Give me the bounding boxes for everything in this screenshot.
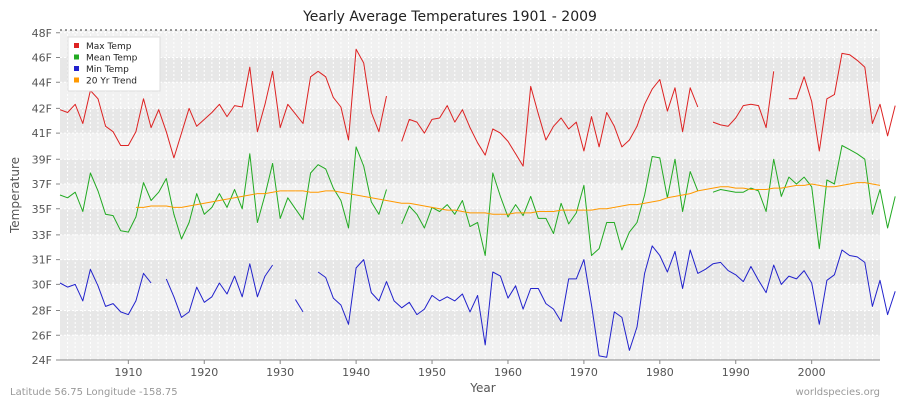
y-tick-label: 26F <box>32 329 52 342</box>
legend-box <box>67 36 161 92</box>
legend-swatch <box>74 77 79 83</box>
series-line <box>712 71 775 129</box>
x-axis-label: Year <box>469 381 495 395</box>
footer-location: Latitude 56.75 Longitude -158.75 <box>10 387 178 398</box>
x-tick-label: 1920 <box>190 366 218 379</box>
y-tick-label: 37F <box>32 178 52 191</box>
legend-swatch <box>74 43 79 48</box>
series-line <box>59 48 387 159</box>
x-tick-label: 1930 <box>266 366 294 379</box>
series-line <box>401 79 699 167</box>
grid-lines <box>60 30 880 361</box>
legend-label: Min Temp <box>86 65 129 75</box>
x-tick-label: 1980 <box>646 366 674 379</box>
legend-label: Max Temp <box>86 42 132 52</box>
y-tick-label: 33F <box>32 229 52 242</box>
legend-label: Mean Temp <box>86 54 138 64</box>
series-line <box>401 156 699 256</box>
series-min-temp <box>59 245 896 358</box>
series-max-temp <box>59 48 896 167</box>
legend-swatch <box>74 66 79 71</box>
x-tick-label: 2000 <box>798 366 826 379</box>
y-axis-label: Temperature <box>8 157 22 234</box>
footer-source: worldspecies.org <box>796 387 880 398</box>
x-tick-label: 1910 <box>114 366 142 379</box>
y-tick-label: 30F <box>32 278 52 291</box>
y-tick-label: 28F <box>32 305 52 318</box>
x-tick-label: 1970 <box>570 366 598 379</box>
series-line <box>59 268 152 316</box>
series-20-yr-trend <box>135 182 881 215</box>
x-tick-label: 1950 <box>418 366 446 379</box>
y-tick-label: 44F <box>32 76 52 89</box>
series-layer <box>59 48 896 358</box>
y-axis-ticks: 24F 26F 28F 30F 31F 33F 35F 37F 39F 41F 42F 44F 46F 4… <box>32 27 60 367</box>
y-tick-label: 35F <box>32 203 52 216</box>
plot-band <box>60 108 880 134</box>
series-line <box>712 145 896 250</box>
y-tick-label: 39F <box>32 153 52 166</box>
y-tick-label: 41F <box>32 127 52 140</box>
series-line <box>294 299 304 313</box>
x-tick-label: 1940 <box>342 366 370 379</box>
series-line <box>165 263 274 318</box>
x-tick-label: 1960 <box>494 366 522 379</box>
x-axis-ticks: 1910 1920 1930 1940 1950 1960 1970 1980 1990 2000 <box>114 360 826 379</box>
series-line <box>59 146 387 240</box>
series-line <box>788 52 896 152</box>
series-line <box>135 182 881 215</box>
series-line <box>317 245 896 358</box>
chart-title: Yearly Average Temperatures 1901 - 2009 <box>302 9 597 25</box>
y-tick-label: 31F <box>32 254 52 267</box>
legend-swatch <box>74 54 79 60</box>
x-tick-label: 1990 <box>722 366 750 379</box>
y-tick-label: 24F <box>32 354 52 367</box>
y-tick-label: 46F <box>32 52 52 65</box>
y-tick-label: 48F <box>32 27 52 40</box>
y-tick-label: 42F <box>32 102 52 115</box>
legend-label: 20 Yr Trend <box>86 77 137 87</box>
series-mean-temp <box>59 145 896 256</box>
